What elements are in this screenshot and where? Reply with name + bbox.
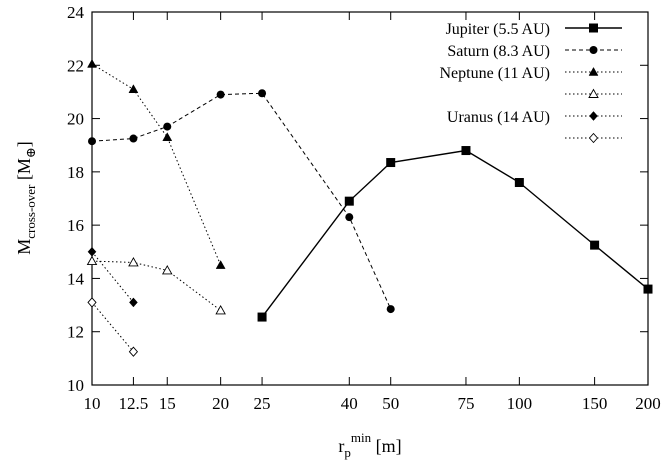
- axis-ticks: 10 12.5 15 20 25 40 50 75 100 150 200 10 12 14 16 18 20 2…: [67, 3, 661, 413]
- y-axis-label-base: M: [14, 239, 34, 255]
- x-axis-label: rpmin [m]: [338, 430, 401, 460]
- y-tick-label: 14: [67, 269, 85, 288]
- data-point: [129, 134, 138, 143]
- data-point: [87, 246, 97, 257]
- legend-marker: [589, 111, 598, 121]
- series-line: [91, 63, 222, 266]
- data-point: [643, 284, 653, 294]
- legend-marker: [589, 46, 598, 54]
- data-point: [345, 213, 354, 222]
- y-tick-label: 18: [67, 163, 84, 182]
- data-point: [258, 89, 267, 98]
- x-tick-label: 75: [457, 394, 474, 413]
- series-5: [87, 297, 139, 357]
- x-axis-label-sup: min: [351, 430, 372, 445]
- x-axis-label-unit: [m]: [371, 436, 402, 456]
- data-point: [590, 240, 600, 250]
- data-point: [86, 255, 98, 266]
- legend-marker: [588, 132, 599, 144]
- data-point: [87, 297, 97, 308]
- series-line: [91, 251, 134, 303]
- data-point: [161, 265, 173, 275]
- series-line: [91, 302, 134, 353]
- y-axis-label-unit-suffix: ]: [14, 141, 34, 147]
- data-point: [461, 146, 471, 156]
- legend: Jupiter (5.5 AU) Saturn (8.3 AU) Neptune (…: [440, 21, 622, 144]
- data-point: [128, 346, 139, 357]
- y-axis-label-unit-sub: ⊕: [23, 147, 38, 158]
- data-point: [215, 304, 226, 315]
- x-tick-label: 10: [84, 394, 101, 413]
- data-point: [257, 312, 267, 322]
- data-point: [87, 58, 97, 68]
- data-point: [386, 158, 396, 168]
- series-1: [88, 89, 395, 314]
- y-axis-label-unit-prefix: [M: [14, 158, 34, 185]
- y-axis-label: Mcross-over [M⊕]: [14, 141, 38, 255]
- data-point: [386, 305, 395, 314]
- x-tick-label: 100: [507, 394, 533, 413]
- x-tick-label: 200: [635, 394, 661, 413]
- series-line: [91, 260, 221, 311]
- legend-marker: [588, 66, 599, 76]
- legend-label: Jupiter (5.5 AU): [446, 21, 550, 38]
- legend-marker: [589, 23, 598, 33]
- x-tick-label: 15: [159, 394, 176, 413]
- series-3: [86, 255, 226, 315]
- data-point: [129, 297, 138, 308]
- x-axis-label-base: r: [338, 436, 344, 456]
- data-point: [128, 257, 139, 267]
- legend-label: Saturn (8.3 AU): [447, 43, 550, 60]
- series-layer: [86, 58, 653, 357]
- series-4: [87, 246, 138, 308]
- legend-label: Uranus (14 AU): [447, 109, 550, 126]
- x-tick-label: 25: [254, 394, 271, 413]
- series-0: [257, 146, 653, 322]
- y-tick-label: 12: [67, 323, 84, 342]
- x-tick-label: 150: [582, 394, 608, 413]
- legend-label: Neptune (11 AU): [440, 65, 551, 82]
- y-tick-label: 24: [67, 3, 85, 22]
- y-tick-label: 10: [67, 376, 84, 395]
- y-axis-label-sub: cross-over: [23, 184, 38, 239]
- data-point: [344, 196, 354, 206]
- y-tick-label: 16: [67, 216, 84, 235]
- legend-marker: [588, 88, 599, 98]
- y-tick-label: 20: [67, 110, 84, 129]
- y-tick-label: 22: [67, 56, 84, 75]
- x-tick-label: 20: [212, 394, 229, 413]
- data-point: [128, 84, 139, 94]
- data-point: [514, 178, 524, 188]
- x-tick-label: 12.5: [119, 394, 149, 413]
- data-point: [216, 90, 225, 99]
- x-axis-label-sub: p: [344, 445, 351, 460]
- x-tick-label: 40: [341, 394, 358, 413]
- data-point: [215, 260, 226, 269]
- plot-frame: [91, 11, 649, 386]
- data-point: [88, 137, 96, 146]
- x-tick-label: 50: [382, 394, 399, 413]
- data-point: [162, 132, 173, 141]
- data-point: [163, 122, 172, 131]
- series-2: [87, 58, 226, 269]
